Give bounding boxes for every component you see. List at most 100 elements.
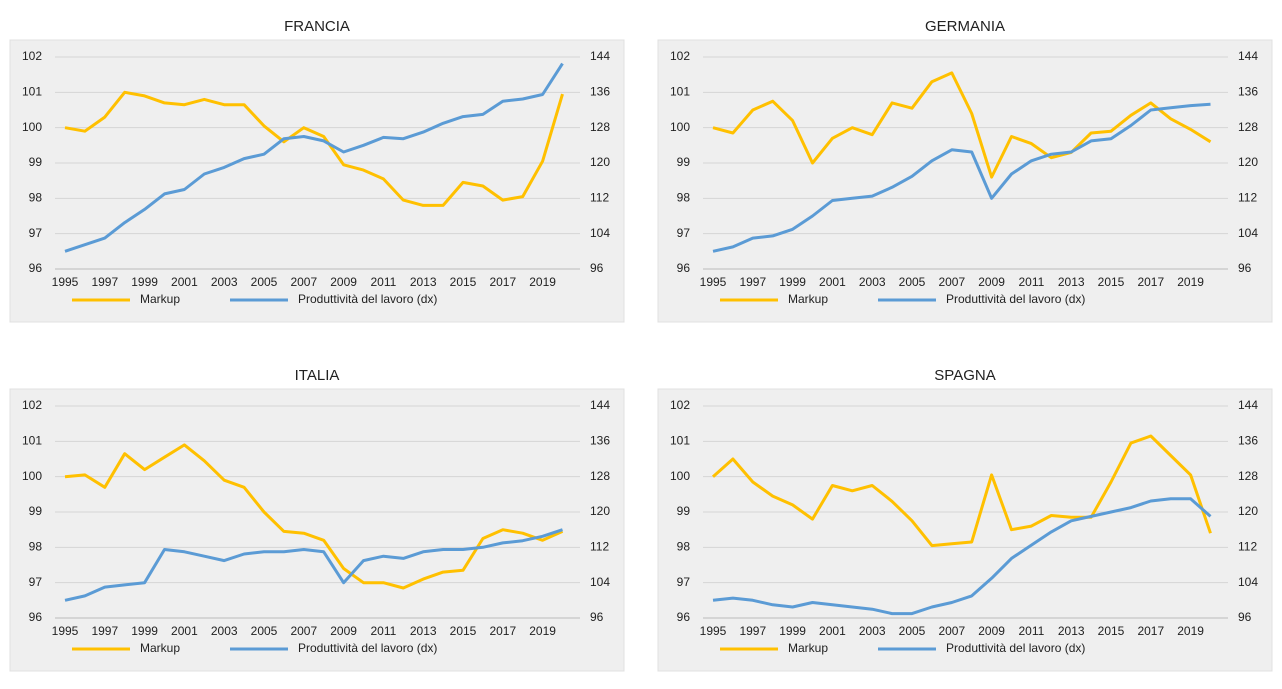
y2-tick-label: 120 (590, 155, 610, 169)
y-tick-label: 102 (22, 49, 42, 63)
x-tick-label: 2009 (978, 275, 1005, 289)
x-tick-label: 1999 (131, 624, 158, 638)
y-tick-label: 96 (29, 261, 43, 275)
x-tick-label: 2017 (1137, 624, 1164, 638)
x-tick-label: 2009 (330, 275, 357, 289)
y2-tick-label: 128 (590, 120, 610, 134)
y-tick-label: 100 (22, 120, 42, 134)
x-tick-label: 2015 (450, 275, 477, 289)
y2-tick-label: 112 (1238, 191, 1257, 205)
y-tick-label: 97 (677, 226, 691, 240)
x-tick-label: 2019 (1177, 624, 1204, 638)
y2-tick-label: 104 (1238, 575, 1258, 589)
y-tick-label: 101 (670, 434, 690, 448)
y2-tick-label: 144 (1238, 398, 1258, 412)
x-tick-label: 2013 (410, 624, 437, 638)
x-tick-label: 2011 (1018, 275, 1044, 289)
legend-label: Markup (788, 641, 828, 655)
x-tick-label: 1997 (739, 624, 766, 638)
y-tick-label: 98 (677, 540, 691, 554)
y2-tick-label: 112 (1238, 540, 1257, 554)
x-tick-label: 2005 (899, 624, 926, 638)
series-line (64, 528, 563, 602)
x-tick-label: 2011 (370, 624, 396, 638)
y-tick-label: 102 (22, 398, 42, 412)
y2-tick-label: 120 (1238, 155, 1258, 169)
y-tick-label: 100 (22, 469, 42, 483)
y-tick-label: 102 (670, 398, 690, 412)
chart-title: SPAGNA (934, 367, 995, 384)
x-tick-label: 2013 (1058, 275, 1085, 289)
x-tick-label: 2007 (938, 624, 965, 638)
x-tick-label: 2009 (330, 624, 357, 638)
series-line (64, 90, 564, 207)
x-tick-label: 2017 (489, 275, 516, 289)
x-tick-label: 2013 (1058, 624, 1085, 638)
y2-tick-label: 144 (1238, 49, 1258, 63)
x-tick-label: 1999 (779, 624, 806, 638)
y-tick-label: 98 (677, 191, 691, 205)
y2-tick-label: 128 (1238, 120, 1258, 134)
x-tick-label: 1997 (739, 275, 766, 289)
x-tick-label: 1995 (700, 624, 727, 638)
chart-area (657, 388, 1273, 672)
y-tick-label: 96 (29, 610, 43, 624)
x-tick-label: 2005 (899, 275, 926, 289)
chart-title: GERMANIA (925, 18, 1005, 35)
x-tick-label: 2011 (370, 275, 396, 289)
x-tick-label: 2003 (859, 624, 886, 638)
x-tick-label: 2019 (1177, 275, 1204, 289)
y-tick-label: 101 (22, 85, 42, 99)
x-tick-label: 2011 (1018, 624, 1044, 638)
x-tick-label: 2007 (938, 275, 965, 289)
y-tick-label: 100 (670, 120, 690, 134)
legend-label: Markup (140, 292, 180, 306)
x-tick-label: 2013 (410, 275, 437, 289)
y-tick-label: 99 (677, 504, 691, 518)
series-line (712, 102, 1211, 253)
y2-tick-label: 136 (590, 85, 610, 99)
y-tick-label: 99 (29, 155, 43, 169)
x-tick-label: 2019 (529, 624, 556, 638)
y-tick-label: 100 (670, 469, 690, 483)
y-tick-label: 96 (677, 261, 691, 275)
chart-title: FRANCIA (284, 18, 350, 35)
x-tick-label: 1995 (52, 275, 79, 289)
y2-tick-label: 136 (1238, 85, 1258, 99)
chart-area (657, 39, 1273, 323)
y2-tick-label: 136 (590, 434, 610, 448)
x-tick-label: 2003 (211, 624, 238, 638)
series-line (712, 497, 1212, 616)
legend-label: Markup (788, 292, 828, 306)
x-tick-label: 2005 (251, 624, 278, 638)
x-tick-label: 2007 (290, 275, 317, 289)
x-tick-label: 2015 (1098, 275, 1125, 289)
legend-label: Produttività del lavoro (dx) (946, 641, 1085, 655)
y-tick-label: 97 (29, 575, 43, 589)
x-tick-label: 2003 (859, 275, 886, 289)
chart-area (9, 388, 625, 672)
x-tick-label: 2015 (450, 624, 477, 638)
y2-tick-label: 104 (1238, 226, 1258, 240)
y-tick-label: 101 (670, 85, 690, 99)
x-tick-label: 2017 (1137, 275, 1164, 289)
y2-tick-label: 104 (590, 575, 610, 589)
y-tick-label: 99 (29, 504, 43, 518)
x-tick-label: 2015 (1098, 624, 1125, 638)
series-line (712, 71, 1212, 179)
y-tick-label: 96 (677, 610, 691, 624)
legend-label: Produttività del lavoro (dx) (298, 641, 437, 655)
x-tick-label: 2009 (978, 624, 1005, 638)
x-tick-label: 1999 (131, 275, 158, 289)
legend-label: Produttività del lavoro (dx) (946, 292, 1085, 306)
y-tick-label: 98 (29, 191, 43, 205)
y2-tick-label: 128 (1238, 469, 1258, 483)
y2-tick-label: 120 (590, 504, 610, 518)
y2-tick-label: 96 (590, 610, 604, 624)
y2-tick-label: 96 (1238, 610, 1252, 624)
y2-tick-label: 136 (1238, 434, 1258, 448)
y2-tick-label: 144 (590, 49, 610, 63)
y-tick-label: 101 (22, 434, 42, 448)
x-tick-label: 2019 (529, 275, 556, 289)
x-tick-label: 1995 (700, 275, 727, 289)
